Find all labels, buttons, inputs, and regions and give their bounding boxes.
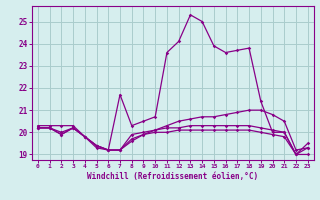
X-axis label: Windchill (Refroidissement éolien,°C): Windchill (Refroidissement éolien,°C)	[87, 172, 258, 181]
